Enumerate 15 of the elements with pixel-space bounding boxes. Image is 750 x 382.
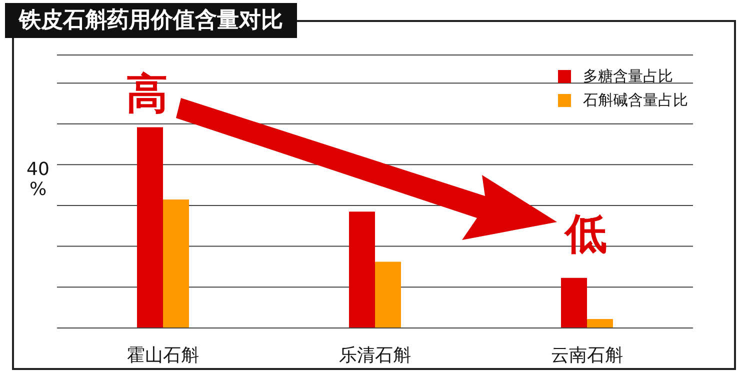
bar [587, 318, 613, 328]
bar [375, 262, 401, 328]
bar [349, 212, 375, 328]
legend-label: 多糖含量占比 [583, 66, 673, 87]
annotation: 低 [565, 209, 607, 258]
x-tick-label: 乐清石斛 [339, 344, 411, 366]
bar [137, 127, 163, 328]
chart-title: 铁皮石斛药用价值含量对比 [5, 3, 297, 38]
text: 高 [126, 69, 168, 118]
x-tick-label: 云南石斛 [551, 344, 623, 366]
y-axis-title: 40 % [26, 159, 50, 200]
bar [561, 278, 587, 328]
bar [163, 200, 189, 328]
x-tick-label: 霍山石斛 [127, 344, 199, 366]
legend-label: 石斛碱含量占比 [583, 90, 688, 111]
